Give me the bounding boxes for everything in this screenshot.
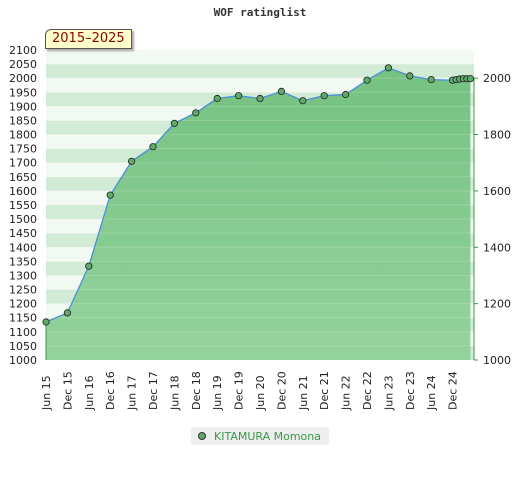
y-left-tick-label: 1200 (9, 298, 37, 311)
legend[interactable]: KITAMURA Momona (191, 427, 329, 445)
x-tick-label: Jun 15 (40, 375, 53, 411)
y-left-tick-label: 1300 (9, 269, 37, 282)
axes (45, 78, 475, 360)
y-left-tick-label: 1500 (9, 213, 37, 226)
y-left-tick-label: 1600 (9, 185, 37, 198)
y-left-tick-label: 1950 (9, 86, 37, 99)
x-tick-label: Jun 17 (126, 375, 139, 411)
y-left-tick-label: 1550 (9, 199, 37, 212)
x-tick-label: Dec 22 (361, 371, 374, 410)
y-left-tick-label: 1100 (9, 326, 37, 339)
x-tick-label: Jun 20 (254, 375, 267, 411)
data-points (42, 64, 474, 326)
background-band (46, 64, 474, 79)
y-left-tick-label: 1050 (9, 340, 37, 353)
x-tick-label: Jun 19 (211, 375, 224, 411)
y-left-tick-label: 1650 (9, 171, 37, 184)
x-tick-label: Dec 16 (104, 371, 117, 410)
y-right-tick-label: 1400 (483, 241, 511, 254)
rating-area (46, 67, 471, 361)
y-right-tick-label: 1200 (483, 298, 511, 311)
background-band (46, 50, 474, 65)
y-right-tick-label: 2000 (483, 72, 511, 85)
y-right-tick-label: 1000 (483, 354, 511, 367)
y-left-tick-label: 1250 (9, 284, 37, 297)
data-point (299, 97, 307, 105)
y-left-tick-label: 2100 (9, 44, 37, 57)
y-right-tick-label: 1600 (483, 185, 511, 198)
x-tick-label: Dec 18 (190, 371, 203, 410)
x-tick-label: Jun 22 (340, 375, 353, 411)
data-point (170, 119, 178, 127)
y-left-tick-label: 1000 (9, 354, 37, 367)
y-left-tick-label: 2000 (9, 72, 37, 85)
data-point (42, 318, 50, 326)
y-left-tick-label: 1900 (9, 100, 37, 113)
y-left-tick-label: 1850 (9, 114, 37, 127)
chart-title: WOF ratinglist (213, 6, 307, 19)
legend-marker-icon (198, 432, 206, 440)
x-tick-label: Dec 23 (404, 371, 417, 410)
x-tick-label: Jun 21 (297, 375, 310, 411)
y-right-tick-label: 1800 (483, 129, 511, 142)
data-point (341, 90, 350, 99)
x-tick-label: Jun 16 (83, 375, 96, 411)
rating-area-layer (45, 63, 474, 361)
legend-label: KITAMURA Momona (214, 429, 321, 443)
tick-labels: 1000105011001150120012501300135014001450… (9, 44, 511, 411)
y-left-tick-label: 1800 (9, 129, 37, 142)
data-point (235, 92, 243, 100)
data-point (406, 72, 414, 80)
period-badge: 2015–2025 (45, 29, 132, 49)
data-point (128, 157, 136, 165)
x-tick-label: Dec 21 (318, 371, 331, 410)
y-left-tick-label: 1450 (9, 227, 37, 240)
x-tick-label: Dec 17 (147, 371, 160, 410)
data-point (384, 64, 392, 72)
y-left-tick-label: 1350 (9, 255, 37, 268)
y-left-tick-label: 2050 (9, 58, 37, 71)
x-tick-label: Dec 20 (275, 371, 288, 410)
x-tick-label: Dec 15 (61, 371, 74, 410)
data-point (427, 76, 435, 84)
data-point (192, 109, 200, 117)
y-left-tick-label: 1400 (9, 241, 37, 254)
y-left-tick-label: 1750 (9, 143, 37, 156)
data-point (363, 76, 371, 84)
data-point (466, 75, 474, 83)
y-left-tick-label: 1150 (9, 312, 37, 325)
data-point (63, 309, 72, 317)
data-point (85, 262, 93, 270)
data-point (106, 191, 114, 199)
x-tick-label: Jun 18 (168, 375, 181, 411)
x-tick-label: Jun 24 (425, 375, 438, 411)
data-point (149, 143, 157, 151)
data-point (213, 94, 221, 103)
x-tick-label: Jun 23 (382, 375, 395, 411)
data-point (277, 87, 285, 96)
x-tick-label: Dec 24 (447, 371, 460, 410)
x-tick-label: Dec 19 (233, 371, 246, 410)
y-left-tick-label: 1700 (9, 157, 37, 170)
data-point (256, 94, 264, 103)
data-point (320, 92, 328, 100)
